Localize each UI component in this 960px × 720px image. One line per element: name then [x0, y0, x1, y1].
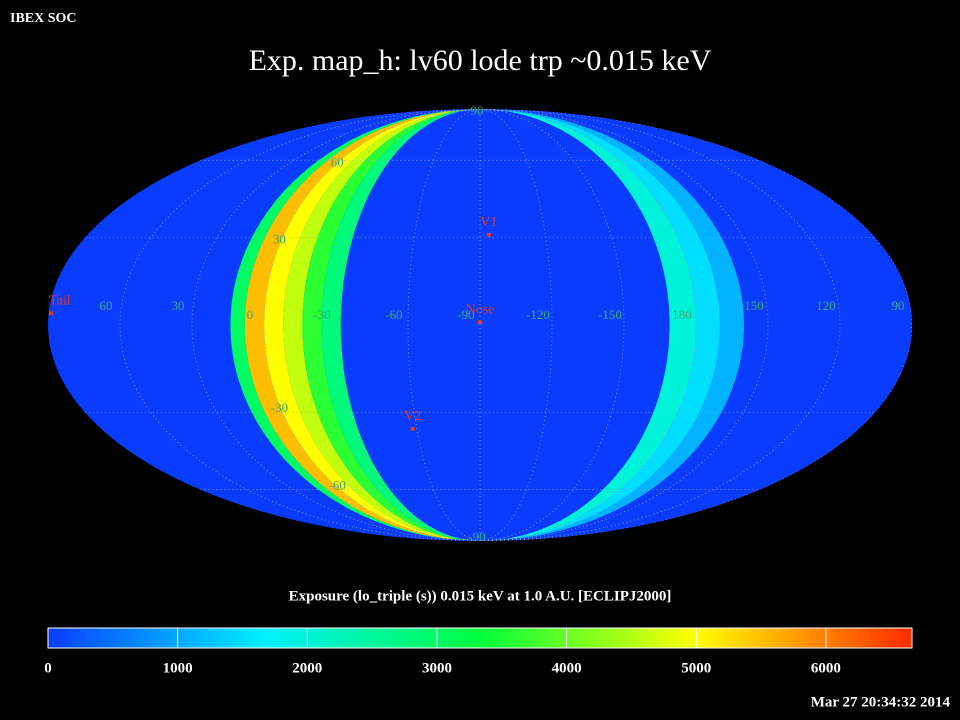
lat-tick-label: -90 [468, 529, 485, 544]
lon-tick-label: -150 [598, 307, 622, 322]
marker [49, 311, 54, 316]
lon-tick-label: -120 [526, 307, 550, 322]
lon-tick-label: 30 [172, 298, 185, 313]
lat-tick-label: -60 [329, 478, 346, 493]
colorbar-ticks: 0 1000 2000 3000 4000 5000 6000 [44, 628, 841, 676]
chart-title: Exp. map_h: lv60 lode trp ~0.015 keV [249, 44, 712, 77]
marker-label: V1 [480, 215, 497, 230]
meridian [335, 109, 481, 541]
colorbar-tick-label: 6000 [811, 660, 841, 676]
meridian [479, 109, 553, 541]
colorbar-tick-label: 0 [44, 660, 52, 676]
lon-tick-label: 90 [892, 298, 905, 313]
colorbar-tick-label: 4000 [552, 660, 582, 676]
marker-label: Nose [466, 302, 495, 317]
colorbar-tick-label: 5000 [681, 660, 711, 676]
timestamp: Mar 27 20:34:32 2014 [811, 694, 951, 710]
marker-label: V2 [404, 409, 421, 424]
marker [486, 232, 491, 237]
lon-tick-label: 150 [744, 298, 764, 313]
meridian [119, 109, 481, 541]
lon-tick-label: 60 [100, 298, 113, 313]
marker [478, 320, 482, 325]
lat-tick-label: 30 [273, 232, 286, 247]
labels: 60 30 0 -30 -60 -90 -120 -150 180 150 120 90 90 60 30 -… [49, 103, 905, 544]
marker-label: Tail [49, 293, 71, 308]
lat-tick-label: 60 [331, 154, 344, 169]
lat-tick-label: 90 [471, 103, 484, 118]
lon-tick-label: -60 [385, 307, 402, 322]
colorbar-tick-label: 2000 [292, 660, 322, 676]
colorbar-tick-label: 1000 [163, 660, 193, 676]
colorbar-tick-label: 3000 [422, 660, 452, 676]
lon-tick-label: 120 [816, 298, 836, 313]
lon-tick-label: 180 [672, 307, 692, 322]
lat-tick-label: -30 [271, 400, 288, 415]
lon-tick-label: -30 [313, 307, 330, 322]
lon-tick-label: 0 [247, 307, 254, 322]
org-label: IBEX SOC [10, 11, 77, 26]
marker [410, 426, 415, 431]
lon-tick-label: -90 [457, 307, 474, 322]
colorbar-label: Exposure (lo_triple (s)) 0.015 keV at 1.… [289, 588, 672, 604]
